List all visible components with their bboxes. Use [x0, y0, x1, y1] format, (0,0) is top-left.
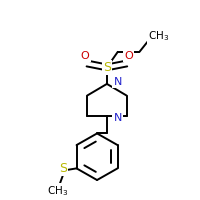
Text: S: S — [59, 162, 67, 175]
Text: CH$_3$: CH$_3$ — [148, 29, 169, 43]
Text: CH$_3$: CH$_3$ — [47, 184, 68, 198]
Text: O: O — [81, 51, 90, 61]
Text: O: O — [124, 51, 133, 61]
Text: N: N — [114, 113, 122, 123]
Text: N: N — [114, 77, 122, 87]
Text: S: S — [103, 61, 111, 74]
